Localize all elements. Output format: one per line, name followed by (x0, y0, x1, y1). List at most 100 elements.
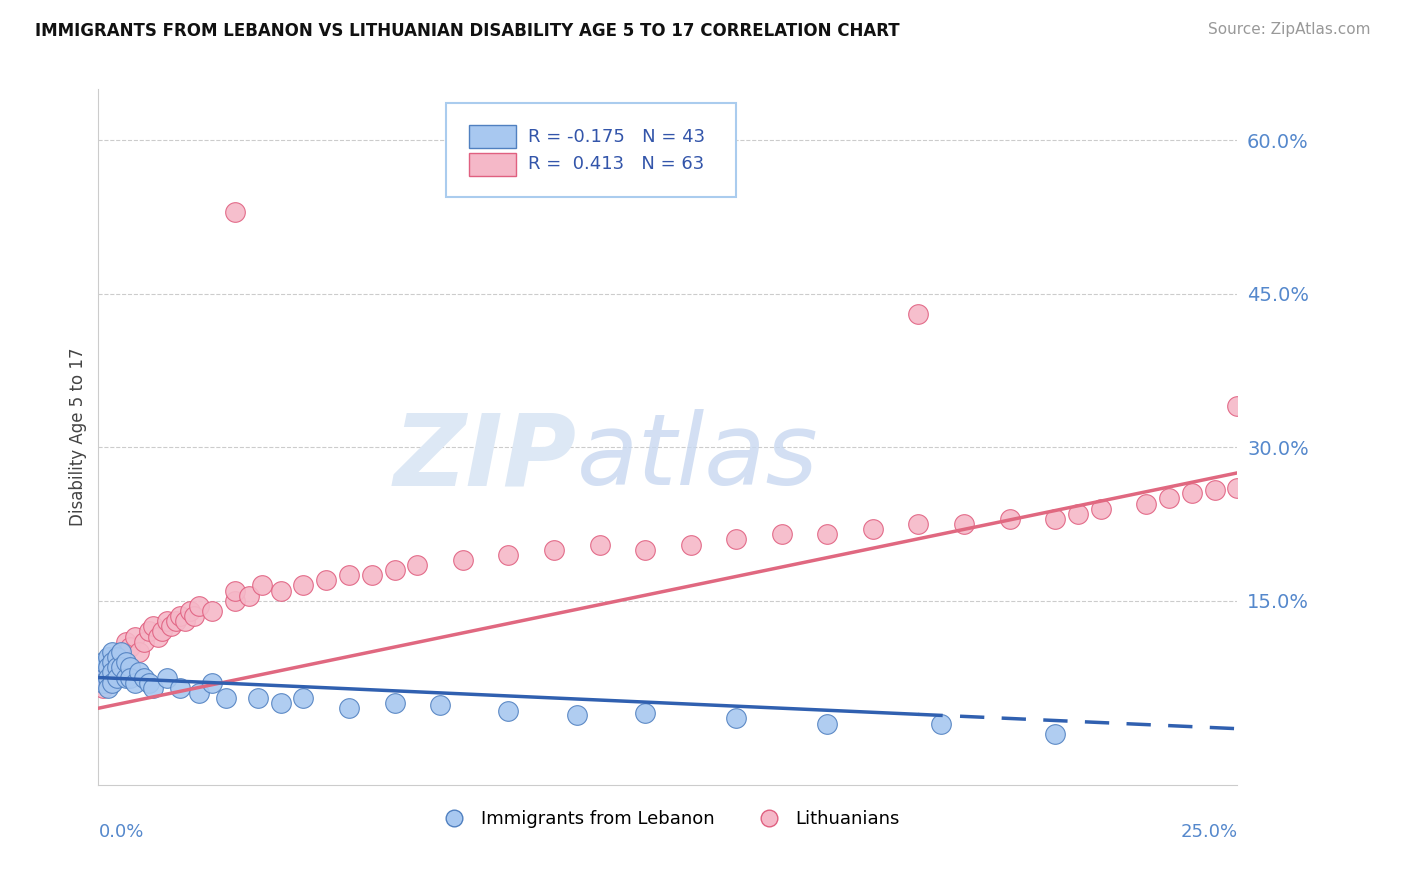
Point (156, 671, 179, 685)
Point (174, 614, 197, 628)
Text: IMMIGRANTS FROM LEBANON VS LITHUANIAN DISABILITY AGE 5 TO 17 CORRELATION CHART: IMMIGRANTS FROM LEBANON VS LITHUANIAN DI… (35, 22, 900, 40)
Point (679, 537, 702, 551)
Point (292, 578, 315, 592)
Point (101, 655, 124, 669)
Point (1090, 501, 1112, 516)
Point (907, 307, 929, 321)
Point (105, 671, 128, 685)
Point (105, 660, 128, 674)
Point (953, 516, 976, 531)
Point (315, 574, 337, 588)
Text: ZIP: ZIP (394, 409, 576, 507)
Point (1157, 491, 1180, 506)
Y-axis label: Disability Age 5 to 17: Disability Age 5 to 17 (69, 348, 87, 526)
Point (179, 604, 201, 618)
Point (498, 548, 520, 562)
Point (165, 614, 187, 628)
Point (124, 675, 146, 690)
Point (246, 690, 269, 705)
Point (169, 681, 191, 695)
Point (114, 634, 136, 648)
Point (270, 696, 292, 710)
Point (292, 690, 315, 705)
Point (101, 665, 124, 680)
Point (998, 512, 1021, 526)
Point (725, 711, 748, 725)
Point (1043, 727, 1066, 741)
FancyBboxPatch shape (468, 153, 516, 177)
Point (337, 701, 360, 715)
Point (187, 686, 209, 700)
Point (224, 205, 246, 219)
Point (96, 675, 118, 690)
Legend: Immigrants from Lebanon, Lithuanians: Immigrants from Lebanon, Lithuanians (429, 803, 907, 835)
Point (120, 660, 142, 674)
Point (543, 542, 565, 557)
Point (110, 655, 132, 669)
Point (101, 675, 124, 690)
Point (114, 655, 136, 669)
Point (169, 609, 191, 624)
Point (1135, 497, 1157, 511)
Point (770, 527, 793, 541)
FancyBboxPatch shape (468, 125, 516, 148)
Point (183, 609, 205, 624)
Point (201, 604, 224, 618)
Point (862, 522, 884, 536)
Point (105, 650, 128, 665)
Point (96, 681, 118, 695)
Point (150, 624, 173, 639)
Point (138, 624, 160, 639)
Point (337, 568, 360, 582)
Point (498, 704, 520, 718)
Point (201, 675, 224, 690)
Point (252, 578, 274, 592)
Point (110, 645, 132, 659)
Point (238, 589, 260, 603)
Point (91, 671, 114, 685)
Point (91, 681, 114, 695)
Point (101, 655, 124, 669)
Point (815, 716, 838, 731)
Point (128, 665, 150, 680)
Point (384, 696, 406, 710)
Point (160, 619, 183, 633)
Point (224, 594, 246, 608)
Point (1181, 486, 1204, 500)
Text: Source: ZipAtlas.com: Source: ZipAtlas.com (1208, 22, 1371, 37)
Point (929, 716, 952, 731)
Point (815, 527, 838, 541)
Point (132, 634, 155, 648)
Point (907, 516, 929, 531)
Point (96, 650, 118, 665)
Point (142, 619, 165, 633)
Point (215, 690, 238, 705)
Point (1226, 481, 1249, 495)
Point (105, 650, 128, 665)
Point (132, 671, 155, 685)
Point (124, 630, 146, 644)
Point (156, 614, 179, 628)
Point (634, 706, 657, 721)
Point (429, 698, 451, 713)
Point (406, 558, 429, 572)
Point (1043, 512, 1066, 526)
Point (91, 675, 114, 690)
Point (588, 537, 610, 551)
Point (1067, 507, 1090, 521)
Point (110, 645, 132, 659)
Point (91, 665, 114, 680)
Point (360, 568, 382, 582)
Point (110, 660, 132, 674)
Point (91, 655, 114, 669)
Point (120, 640, 142, 654)
Point (1204, 483, 1226, 498)
Text: 0.0%: 0.0% (98, 823, 143, 841)
Point (114, 671, 136, 685)
Point (96, 660, 118, 674)
Point (138, 675, 160, 690)
Point (146, 630, 169, 644)
Point (224, 583, 246, 598)
Text: R = -0.175   N = 43: R = -0.175 N = 43 (527, 128, 704, 145)
Point (105, 660, 128, 674)
